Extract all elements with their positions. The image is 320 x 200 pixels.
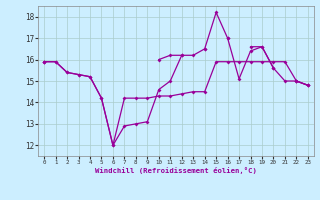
X-axis label: Windchill (Refroidissement éolien,°C): Windchill (Refroidissement éolien,°C) [95, 167, 257, 174]
